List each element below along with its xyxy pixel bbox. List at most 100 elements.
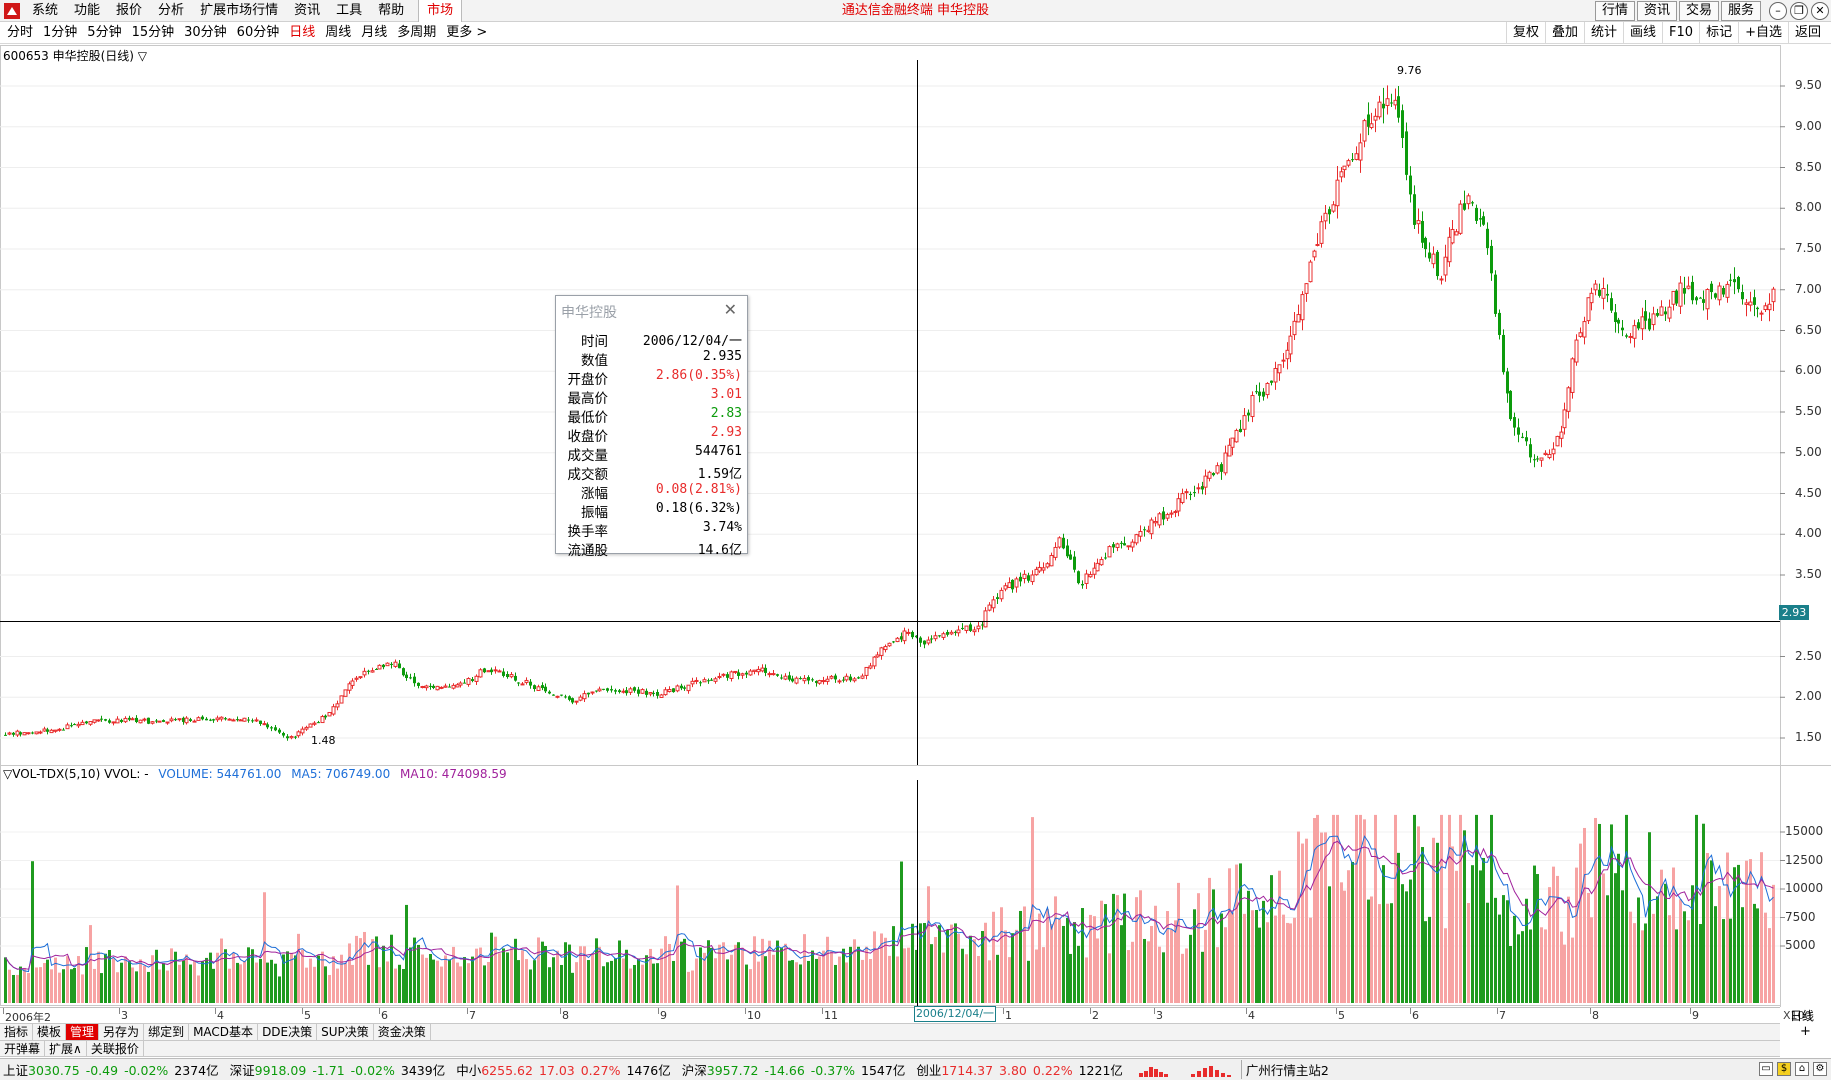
volume-bar <box>1313 818 1316 1003</box>
tab-bind-to[interactable]: 绑定到 <box>144 1024 190 1040</box>
volume-bar <box>1262 900 1265 1003</box>
volume-bar <box>1691 885 1694 1003</box>
index-quote[interactable]: 深证9918.09 -1.71 -0.02% 3439亿 <box>230 1060 446 1079</box>
period-more[interactable]: 更多 > <box>446 25 488 40</box>
index-quote[interactable]: 中小6255.62 17.03 0.27% 1476亿 <box>456 1060 671 1079</box>
volume-bar <box>618 940 621 1003</box>
tab-manage[interactable]: 管理 <box>66 1024 100 1040</box>
candle-body <box>1610 298 1613 311</box>
candle-body <box>659 694 664 698</box>
tab-extend[interactable]: 扩展∧ <box>45 1041 87 1056</box>
tab-sup[interactable]: SUP决策 <box>317 1024 374 1040</box>
candle-body <box>463 682 466 684</box>
candle-body <box>1753 297 1756 305</box>
trade-button[interactable]: 交易 <box>1678 1 1719 21</box>
period-multi[interactable]: 多周期 <box>397 25 437 40</box>
status-bar: 上证3030.75 -0.49 -0.02% 2374亿 深证9918.09 -1.71-… <box>0 1058 1831 1080</box>
close-icon[interactable]: ✕ <box>723 300 737 319</box>
volume-bar <box>1243 913 1246 1003</box>
tab-indicator[interactable]: 指标 <box>0 1024 34 1040</box>
tool-stats[interactable]: 统计 <box>1584 22 1623 44</box>
tab-save-as[interactable]: 另存为 <box>99 1024 145 1040</box>
tool-adjust[interactable]: 复权 <box>1505 22 1545 44</box>
volume-bar <box>174 951 177 1003</box>
menu-help[interactable]: 帮助 <box>378 3 405 18</box>
menu-news[interactable]: 资讯 <box>294 3 321 18</box>
candle-body <box>1771 288 1776 303</box>
close-icon[interactable]: ✕ <box>1811 2 1829 20</box>
menu-quote[interactable]: 报价 <box>116 3 143 18</box>
lock-icon[interactable]: ⌂ <box>1795 1062 1809 1076</box>
volume-bar <box>363 931 366 1003</box>
candle-body <box>409 677 412 679</box>
menu-market[interactable]: 市场 <box>418 0 463 22</box>
volume-bar <box>1212 889 1215 1003</box>
tab-macd[interactable]: MACD基本 <box>189 1024 259 1040</box>
service-button[interactable]: 服务 <box>1720 1 1761 21</box>
tool-overlay[interactable]: 叠加 <box>1544 22 1584 44</box>
period-intraday[interactable]: 分时 <box>7 25 34 40</box>
candle-body <box>628 688 633 693</box>
coin-icon[interactable]: $ <box>1777 1062 1791 1076</box>
volume-bar <box>266 962 269 1003</box>
date-cursor-label: 2006/12/04/一 <box>914 1006 996 1022</box>
period-monthly[interactable]: 月线 <box>361 25 388 40</box>
volume-bar <box>1027 960 1030 1003</box>
volume-bar <box>324 966 327 1003</box>
minimize-icon[interactable]: – <box>1769 2 1787 20</box>
screen-icon[interactable]: ▭ <box>1759 1062 1773 1076</box>
tool-add-watchlist[interactable]: +自选 <box>1738 22 1788 44</box>
index-quote[interactable]: 上证3030.75 -0.49 -0.02% 2374亿 <box>3 1060 219 1079</box>
kline-chart[interactable] <box>0 45 1831 1007</box>
add-indicator-button[interactable]: + <box>1800 1024 1811 1039</box>
news-button[interactable]: 资讯 <box>1636 1 1677 21</box>
volume-bar <box>1560 931 1563 1003</box>
menu-extended-market[interactable]: 扩展市场行情 <box>200 3 279 18</box>
market-button[interactable]: 行情 <box>1594 1 1635 21</box>
popup-row-label: 数值 <box>581 353 608 369</box>
volume-bar <box>1548 887 1551 1003</box>
volume-bar <box>182 960 185 1003</box>
period-30min[interactable]: 30分钟 <box>184 25 227 40</box>
tab-danmaku[interactable]: 开弹幕 <box>0 1041 46 1056</box>
tool-mark[interactable]: 标记 <box>1699 22 1738 44</box>
volume-bar <box>622 958 625 1003</box>
volume-bar <box>1475 814 1478 1003</box>
daily-period-button[interactable]: 日线 <box>1790 1009 1815 1023</box>
period-daily[interactable]: 日线 <box>289 25 316 40</box>
period-15min[interactable]: 15分钟 <box>131 25 175 40</box>
volume-bar <box>332 956 335 1003</box>
index-quote[interactable]: 创业1714.37 3.80 0.22% 1221亿 <box>916 1060 1123 1079</box>
tool-draw[interactable]: 画线 <box>1623 22 1662 44</box>
server-station[interactable]: 广州行情主站2 <box>1240 1060 1329 1079</box>
candle-body <box>930 638 933 640</box>
period-60min[interactable]: 60分钟 <box>236 25 280 40</box>
tab-dde[interactable]: DDE决策 <box>258 1024 318 1040</box>
candle-body <box>7 732 12 735</box>
volume-bar <box>1340 882 1343 1003</box>
period-weekly[interactable]: 周线 <box>325 25 352 40</box>
volume-bar <box>1509 946 1512 1003</box>
candle-body <box>1559 431 1564 439</box>
menu-function[interactable]: 功能 <box>74 3 101 18</box>
stock-title: 600653 申华控股(日线) ▽ <box>3 49 148 63</box>
settings-icon[interactable]: ⚙ <box>1813 1062 1827 1076</box>
period-5min[interactable]: 5分钟 <box>87 25 122 40</box>
tool-back[interactable]: 返回 <box>1787 22 1827 44</box>
volume-bar <box>355 935 358 1003</box>
candle-body <box>466 678 471 685</box>
volume-indicator-name[interactable]: ▽VOL-TDX(5,10) VVOL: - <box>3 767 149 781</box>
volume-bar <box>1135 897 1138 1003</box>
menu-tools[interactable]: 工具 <box>336 3 363 18</box>
candle-body <box>294 736 297 738</box>
restore-icon[interactable]: ❐ <box>1790 2 1808 20</box>
tab-related-quote[interactable]: 关联报价 <box>87 1041 144 1056</box>
menu-system[interactable]: 系统 <box>32 3 59 18</box>
index-quote[interactable]: 沪深3957.72 -14.66 -0.37% 1547亿 <box>682 1060 906 1079</box>
tab-template[interactable]: 模板 <box>33 1024 67 1040</box>
menu-analysis[interactable]: 分析 <box>158 3 185 18</box>
tab-fund[interactable]: 资金决策 <box>374 1024 431 1040</box>
candle-body <box>614 690 617 692</box>
tool-f10[interactable]: F10 <box>1662 22 1699 44</box>
period-1min[interactable]: 1分钟 <box>43 25 78 40</box>
